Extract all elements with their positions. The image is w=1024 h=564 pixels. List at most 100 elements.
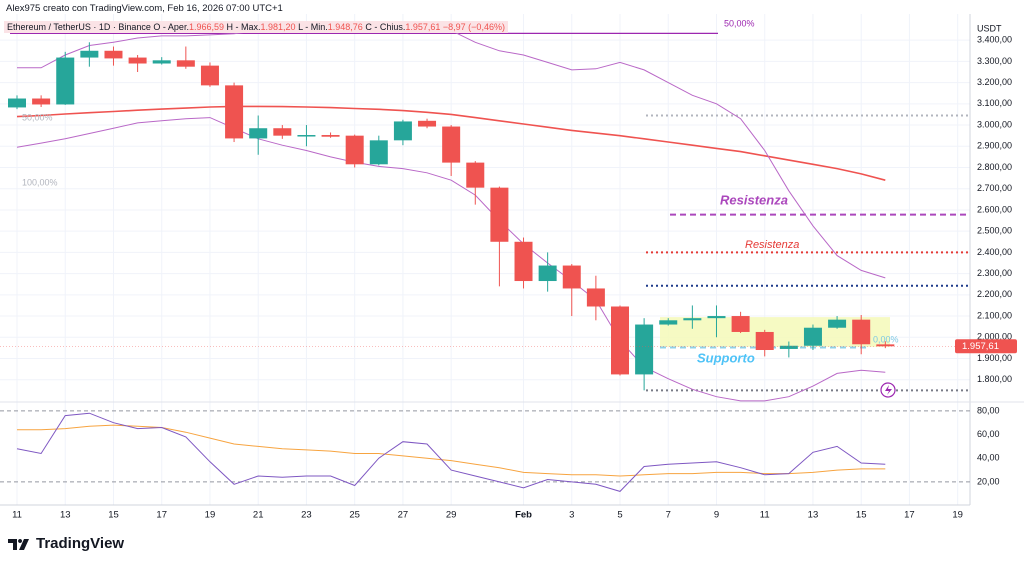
candle-body <box>466 162 485 188</box>
candle-body <box>707 316 726 319</box>
ohlc-value: 1.981,20 <box>260 22 296 32</box>
candle-body <box>128 57 147 64</box>
annotation: 50,00% <box>724 18 755 28</box>
annotation: 50,00% <box>22 112 53 122</box>
legend: Ethereum / TetherUS · 1D · Binance O - A… <box>4 21 508 33</box>
ohlc-label: H - Max. <box>226 22 261 32</box>
candle-body <box>442 126 461 163</box>
candle-body <box>611 306 629 375</box>
x-tick-label: 17 <box>156 510 167 521</box>
candle-body <box>635 324 654 375</box>
x-tick-label: 25 <box>349 510 360 521</box>
candle-body <box>369 140 388 165</box>
candle-body <box>200 65 219 86</box>
x-tick-label: 27 <box>398 510 409 521</box>
annotation: 100,00% <box>22 177 58 187</box>
logo-text: TradingView <box>36 535 125 552</box>
candle-body <box>225 85 244 139</box>
y-tick-label: 2.800,00 <box>977 162 1012 172</box>
y-tick-label: 1.800,00 <box>977 374 1012 384</box>
x-tick-label: 9 <box>714 510 719 521</box>
candle-body <box>393 121 412 141</box>
x-tick-label: 11 <box>760 510 770 521</box>
y-tick-label: 3.400,00 <box>977 35 1012 45</box>
y-tick-label: 3.300,00 <box>977 56 1012 66</box>
alert-icon <box>885 385 892 395</box>
change: −8,97 (−0,46%) <box>442 22 505 32</box>
y-tick-label: 2.400,00 <box>977 247 1012 257</box>
candle-body <box>731 316 750 332</box>
y-tick-label: 2.500,00 <box>977 226 1012 236</box>
candle-body <box>779 345 798 349</box>
candle-body <box>104 50 123 59</box>
y-tick-label: 2.000,00 <box>977 332 1012 342</box>
candle-body <box>56 57 75 105</box>
rsi-tick-label: 20,00 <box>977 476 1000 486</box>
annotation: Supporto <box>697 350 755 365</box>
y-tick-label: 3.000,00 <box>977 119 1012 129</box>
ohlc-value: 1.966,59 <box>188 22 224 32</box>
candle-body <box>152 60 171 64</box>
y-tick-label: 2.200,00 <box>977 289 1012 299</box>
x-tick-label: Feb <box>515 510 532 521</box>
y-tick-label: 3.200,00 <box>977 77 1012 87</box>
ohlc-label: C - Chius. <box>365 22 406 32</box>
x-tick-label: 15 <box>856 510 867 521</box>
indicator-line <box>16 117 886 402</box>
candle-body <box>345 135 364 165</box>
candle-body <box>321 135 340 137</box>
logo: TradingView <box>8 535 124 552</box>
rsi-tick-label: 80,00 <box>977 405 1000 415</box>
header: Alex975 creato con TradingView.com, Feb … <box>6 3 283 14</box>
x-tick-label: 11 <box>12 510 22 521</box>
rsi-tick-label: 60,00 <box>977 429 1000 439</box>
ohlc-label: O - Aper. <box>153 22 189 32</box>
candle-body <box>490 187 509 242</box>
x-tick-label: 7 <box>666 510 671 521</box>
x-tick-label: 15 <box>108 510 119 521</box>
candle-body <box>586 288 605 307</box>
candle-body <box>273 128 292 136</box>
candle-body <box>32 98 51 105</box>
candle-body <box>803 327 822 346</box>
annotation: Resistenza <box>720 192 788 207</box>
candle-body <box>562 265 581 289</box>
candle-body <box>80 50 99 58</box>
y-tick-label: 2.100,00 <box>977 310 1012 320</box>
y-tick-label: 2.600,00 <box>977 204 1012 214</box>
logo-icon <box>8 538 29 550</box>
candle-body <box>249 128 268 139</box>
ohlc-label: L - Min. <box>298 22 328 32</box>
rsi-tick-label: 40,00 <box>977 453 1000 463</box>
candle-body <box>538 265 557 282</box>
ohlc-value: 1.948,76 <box>327 22 363 32</box>
x-tick-label: 23 <box>301 510 312 521</box>
candle-body <box>8 98 26 108</box>
candle-body <box>514 241 533 282</box>
annotation: Resistenza <box>745 239 799 251</box>
candle-body <box>418 120 437 127</box>
candle-body <box>297 135 316 137</box>
last-price-tag <box>955 339 1017 354</box>
rsi-line <box>16 412 886 492</box>
x-tick-label: 13 <box>60 510 71 521</box>
y-tick-label: 3.100,00 <box>977 98 1012 108</box>
x-tick-label: 29 <box>446 510 457 521</box>
candle-body <box>876 344 895 347</box>
last-price-label: 1.957,61 <box>962 341 999 352</box>
x-tick-label: 3 <box>569 510 574 521</box>
y-tick-label: 2.700,00 <box>977 183 1012 193</box>
y-tick-label: 2.300,00 <box>977 268 1012 278</box>
x-tick-label: 19 <box>205 510 216 521</box>
y-axis-label: USDT <box>977 23 1002 33</box>
candle-body <box>828 319 847 328</box>
y-tick-label: 2.900,00 <box>977 141 1012 151</box>
support-zone <box>660 317 890 347</box>
candle-body <box>176 60 195 67</box>
candle-body <box>755 331 774 351</box>
x-tick-label: 5 <box>617 510 622 521</box>
y-tick-label: 1.900,00 <box>977 353 1012 363</box>
x-tick-label: 21 <box>253 510 264 521</box>
x-tick-label: 13 <box>808 510 819 521</box>
